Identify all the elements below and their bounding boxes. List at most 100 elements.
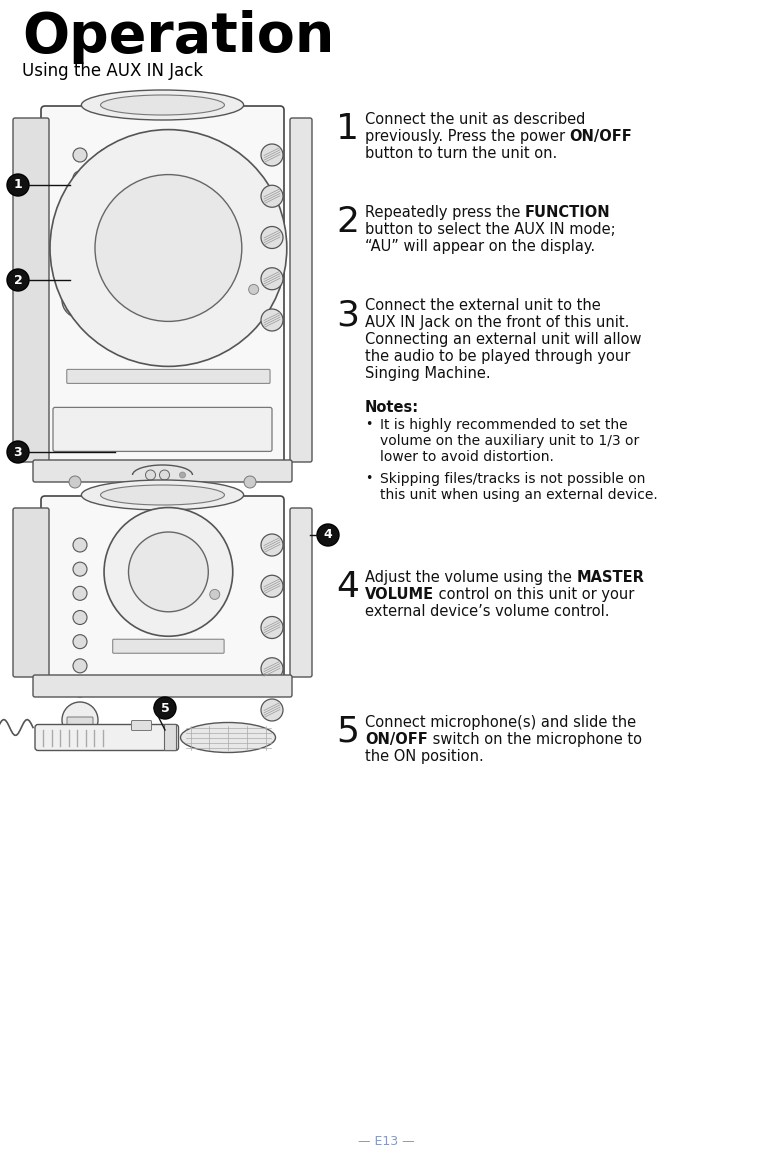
Text: Singing Machine.: Singing Machine. (365, 367, 491, 380)
Text: Notes:: Notes: (365, 400, 419, 415)
Circle shape (261, 575, 283, 597)
Circle shape (261, 186, 283, 208)
Circle shape (73, 586, 87, 601)
Circle shape (95, 175, 242, 321)
Text: ON/OFF: ON/OFF (365, 732, 428, 747)
FancyBboxPatch shape (290, 118, 312, 462)
Text: previously. Press the power: previously. Press the power (365, 129, 570, 144)
Circle shape (7, 441, 29, 463)
FancyBboxPatch shape (66, 369, 270, 384)
Circle shape (73, 217, 87, 231)
Text: button to turn the unit on.: button to turn the unit on. (365, 146, 557, 161)
Text: Repeatedly press the: Repeatedly press the (365, 205, 525, 220)
Circle shape (261, 699, 283, 722)
Circle shape (261, 658, 283, 680)
Circle shape (73, 194, 87, 208)
Text: 1: 1 (14, 179, 22, 191)
Circle shape (244, 476, 256, 488)
Text: Adjust the volume using the: Adjust the volume using the (365, 570, 577, 585)
Circle shape (62, 282, 98, 318)
Text: this unit when using an external device.: this unit when using an external device. (380, 488, 658, 502)
Circle shape (73, 610, 87, 624)
Circle shape (261, 144, 283, 166)
Text: lower to avoid distortion.: lower to avoid distortion. (380, 450, 554, 464)
Circle shape (73, 538, 87, 552)
FancyBboxPatch shape (33, 461, 292, 483)
Text: switch on the microphone to: switch on the microphone to (428, 732, 642, 747)
Circle shape (62, 702, 98, 738)
FancyBboxPatch shape (33, 675, 292, 697)
Circle shape (145, 470, 155, 480)
Circle shape (7, 174, 29, 196)
Circle shape (180, 472, 185, 478)
Text: Connect the unit as described: Connect the unit as described (365, 113, 585, 126)
Text: •: • (365, 418, 372, 432)
Text: FUNCTION: FUNCTION (525, 205, 611, 220)
Text: control on this unit or your: control on this unit or your (434, 587, 635, 602)
Text: button to select the AUX IN mode;: button to select the AUX IN mode; (365, 222, 615, 237)
Circle shape (210, 589, 220, 600)
Ellipse shape (100, 485, 225, 505)
Text: the audio to be played through your: the audio to be played through your (365, 349, 631, 364)
Circle shape (73, 240, 87, 254)
Circle shape (261, 534, 283, 556)
FancyBboxPatch shape (164, 725, 177, 751)
Text: Operation: Operation (22, 10, 334, 64)
Circle shape (73, 635, 87, 648)
Circle shape (249, 284, 259, 295)
Ellipse shape (81, 90, 244, 119)
Text: Skipping files/tracks is not possible on: Skipping files/tracks is not possible on (380, 472, 645, 486)
Text: “AU” will appear on the display.: “AU” will appear on the display. (365, 239, 595, 254)
Text: AUX IN Jack on the front of this unit.: AUX IN Jack on the front of this unit. (365, 316, 629, 329)
Circle shape (50, 130, 287, 367)
FancyBboxPatch shape (67, 717, 93, 733)
FancyBboxPatch shape (41, 106, 284, 474)
Circle shape (7, 269, 29, 291)
Text: Connect the external unit to the: Connect the external unit to the (365, 298, 601, 313)
Text: VOLUME: VOLUME (365, 587, 434, 602)
Ellipse shape (181, 723, 276, 753)
FancyBboxPatch shape (13, 118, 49, 462)
FancyBboxPatch shape (113, 639, 224, 653)
Circle shape (261, 226, 283, 248)
Text: MASTER: MASTER (577, 570, 645, 585)
Circle shape (160, 470, 170, 480)
Circle shape (73, 683, 87, 697)
Text: Connect microphone(s) and slide the: Connect microphone(s) and slide the (365, 715, 636, 730)
Text: the ON position.: the ON position. (365, 749, 484, 764)
Text: 1: 1 (336, 113, 359, 146)
Text: 2: 2 (14, 274, 22, 287)
Text: volume on the auxiliary unit to 1/3 or: volume on the auxiliary unit to 1/3 or (380, 434, 639, 448)
Text: 4: 4 (336, 570, 359, 604)
Text: •: • (365, 472, 372, 485)
Circle shape (261, 268, 283, 290)
Circle shape (261, 309, 283, 331)
Text: 5: 5 (161, 702, 169, 715)
Circle shape (154, 697, 176, 719)
Circle shape (73, 563, 87, 577)
FancyBboxPatch shape (35, 725, 178, 751)
Text: Connecting an external unit will allow: Connecting an external unit will allow (365, 332, 642, 347)
Text: 3: 3 (336, 298, 359, 332)
Text: — E13 —: — E13 — (357, 1134, 415, 1148)
Circle shape (317, 524, 339, 546)
FancyBboxPatch shape (67, 297, 93, 313)
Circle shape (73, 148, 87, 162)
Text: 4: 4 (323, 529, 333, 542)
Circle shape (99, 148, 111, 161)
Ellipse shape (100, 95, 225, 115)
FancyBboxPatch shape (53, 407, 272, 451)
Circle shape (73, 263, 87, 277)
FancyBboxPatch shape (13, 508, 49, 677)
Text: Using the AUX IN Jack: Using the AUX IN Jack (22, 61, 203, 80)
Text: ON/OFF: ON/OFF (570, 129, 632, 144)
Text: It is highly recommended to set the: It is highly recommended to set the (380, 418, 628, 432)
Ellipse shape (81, 480, 244, 510)
Text: 3: 3 (14, 445, 22, 458)
Text: 5: 5 (336, 715, 359, 749)
FancyBboxPatch shape (41, 496, 284, 689)
Circle shape (73, 171, 87, 184)
Circle shape (128, 532, 208, 611)
Text: 2: 2 (336, 205, 359, 239)
Circle shape (69, 476, 81, 488)
